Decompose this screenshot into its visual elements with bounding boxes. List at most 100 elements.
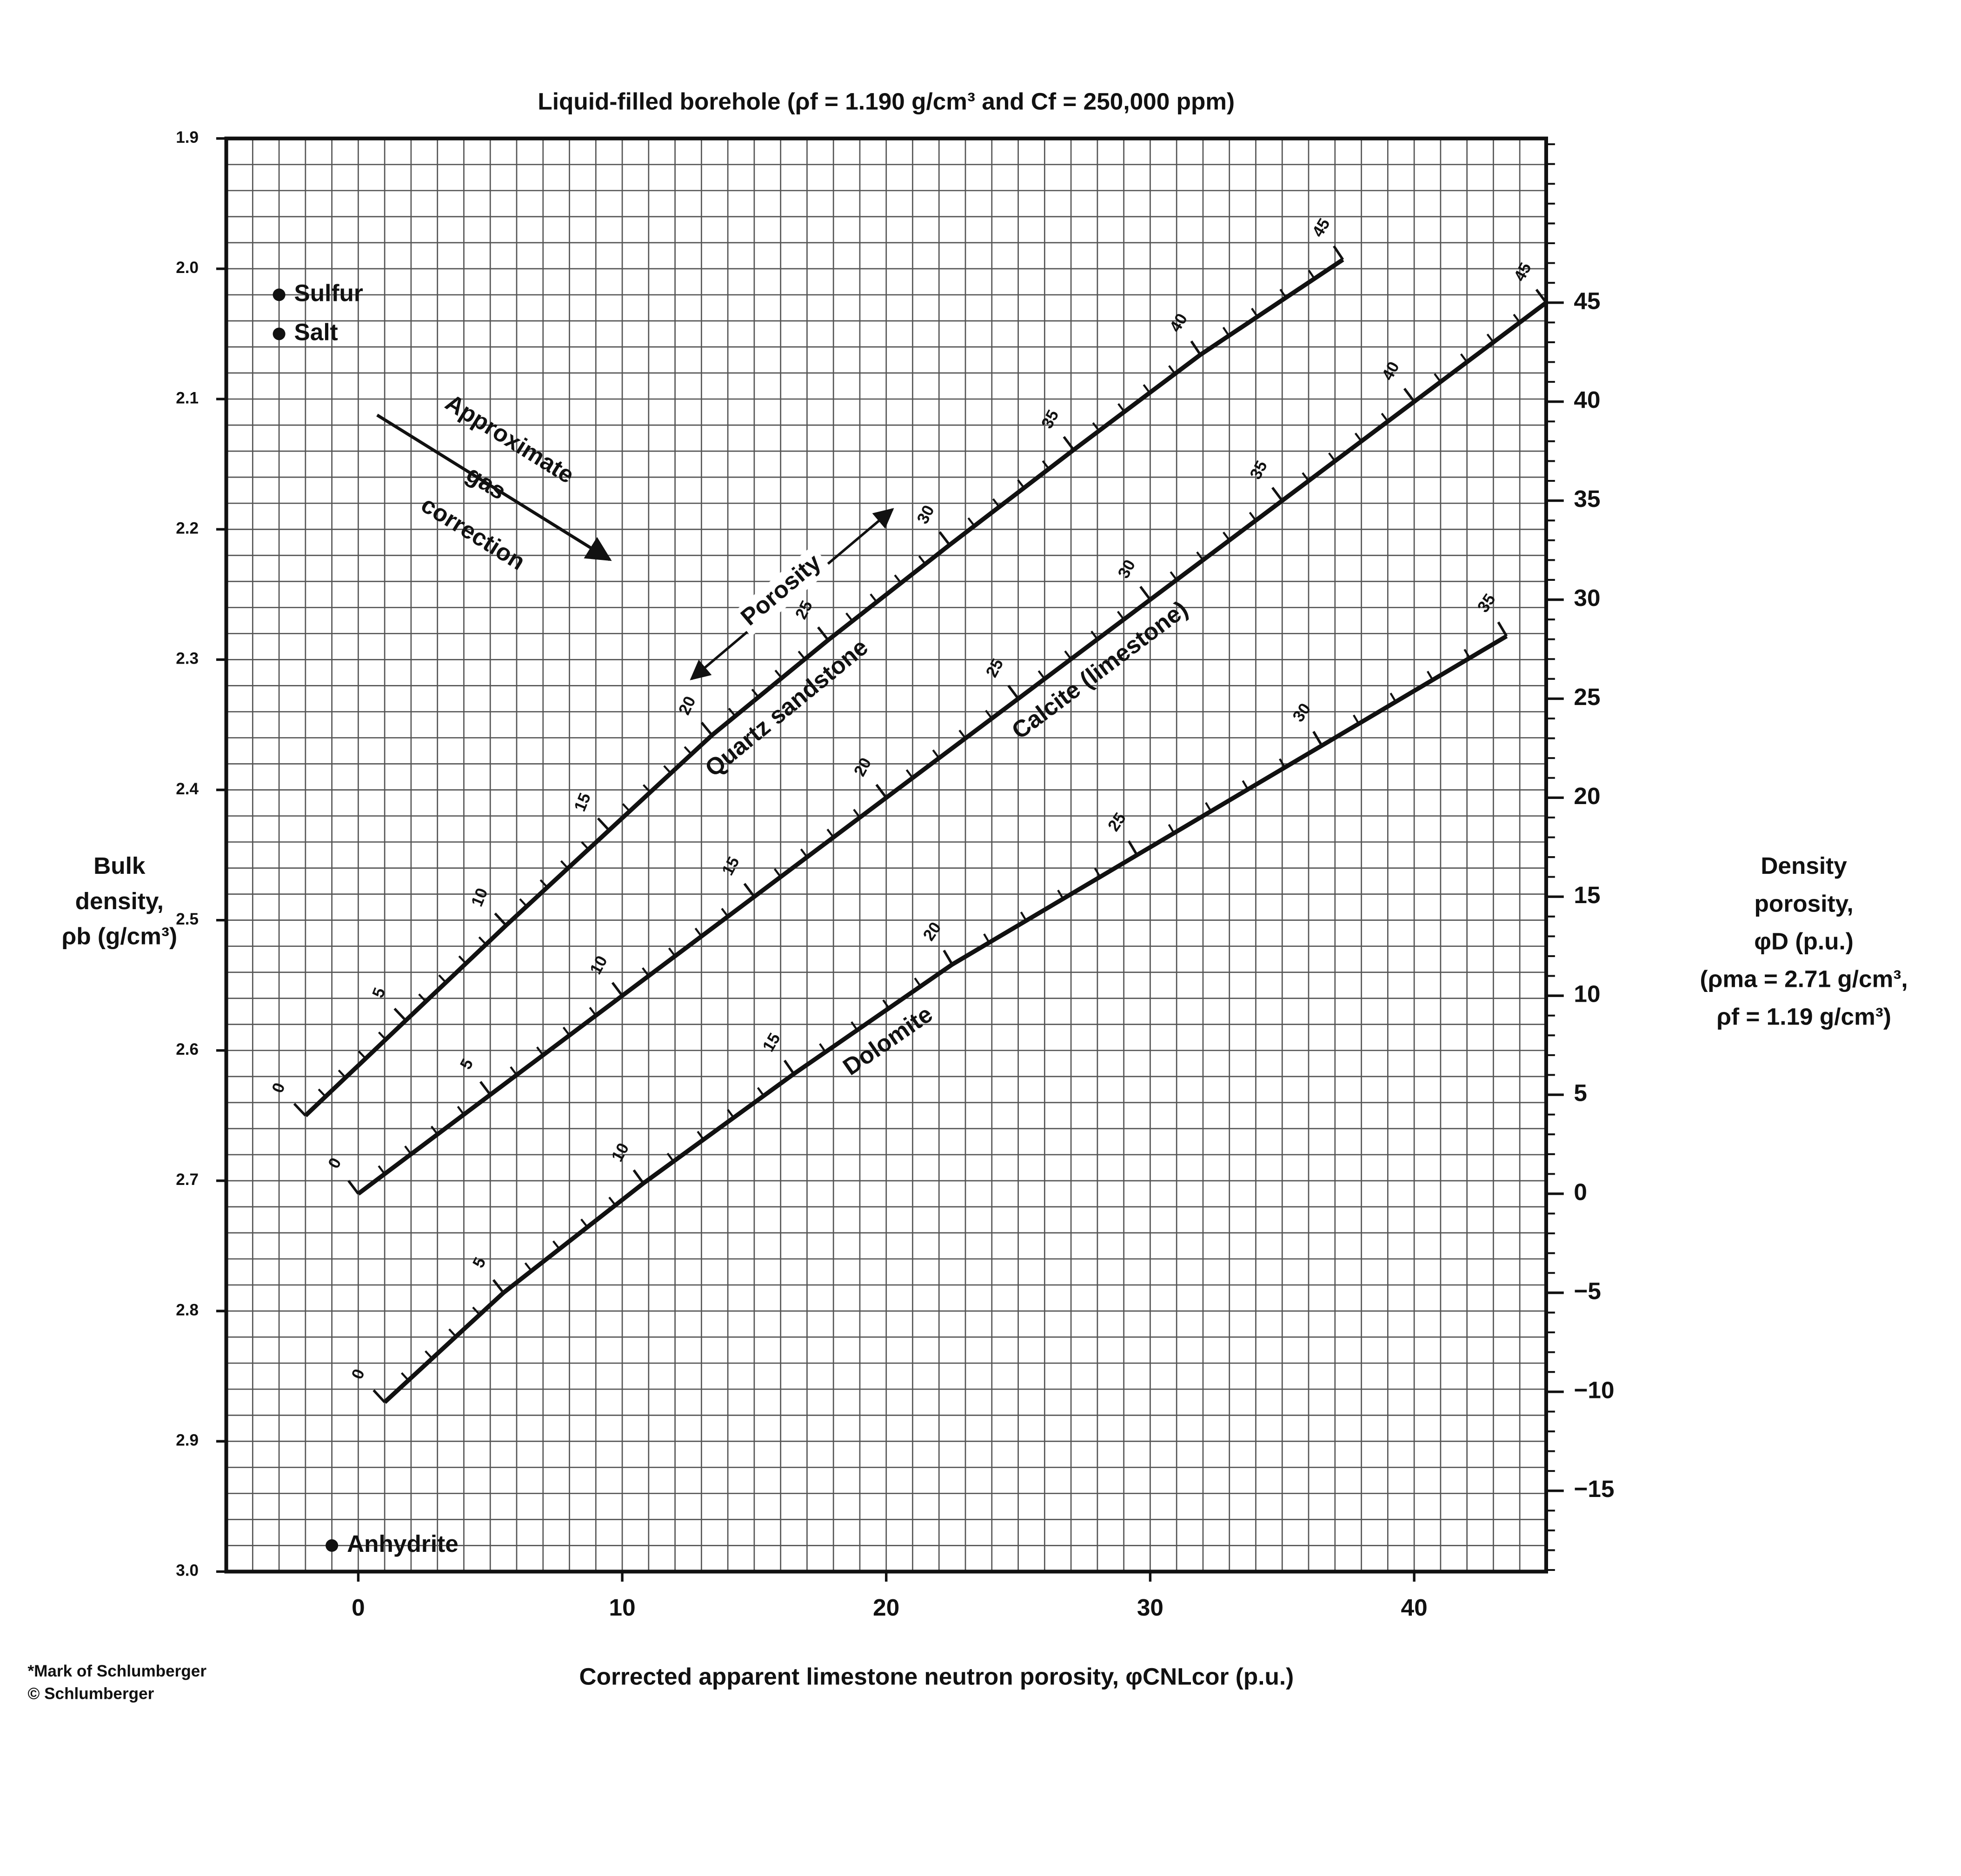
porosity-minor-tick <box>1090 631 1098 640</box>
porosity-minor-tick <box>1279 288 1287 299</box>
porosity-minor-tick <box>1170 571 1177 581</box>
porosity-minor-tick <box>853 809 861 818</box>
lithology-line <box>304 258 1344 1118</box>
lithology-line <box>383 634 1508 1404</box>
y-tick-label: 1.9 <box>176 128 199 146</box>
x-tick-label: 30 <box>1137 1594 1163 1621</box>
porosity-tick <box>479 1081 492 1096</box>
porosity-minor-tick <box>581 841 590 850</box>
porosity-minor-tick <box>524 1262 532 1272</box>
porosity-minor-tick <box>826 828 834 838</box>
y-axis-label: ρb (g/cm³) <box>61 923 177 950</box>
y-tick-label: 2.8 <box>176 1301 199 1319</box>
porosity-minor-tick <box>905 769 914 779</box>
porosity-minor-tick <box>401 1372 409 1381</box>
mineral-label: Salt <box>294 319 338 346</box>
y-tick-label: 2.7 <box>176 1171 199 1189</box>
y-tick-label: 2.2 <box>176 519 199 537</box>
porosity-tick <box>875 784 887 798</box>
porosity-minor-tick <box>1117 611 1125 620</box>
y-tick-label: 2.6 <box>176 1040 199 1058</box>
porosity-minor-tick <box>985 710 993 719</box>
porosity-tick <box>1333 245 1344 260</box>
porosity-minor-tick <box>1389 692 1397 703</box>
y2-axis-label: ρf = 1.19 g/cm³) <box>1716 1004 1891 1030</box>
porosity-minor-tick <box>918 555 926 565</box>
y-tick-label: 3.0 <box>176 1562 199 1580</box>
porosity-tick <box>1497 621 1508 637</box>
porosity-minor-tick <box>378 1165 386 1175</box>
y2-axis-label: porosity, <box>1755 890 1854 917</box>
porosity-minor-tick <box>1251 307 1258 318</box>
y2-tick-label: 15 <box>1574 882 1600 908</box>
porosity-minor-tick <box>727 1109 735 1118</box>
porosity-tick <box>611 982 624 997</box>
porosity-minor-tick <box>642 784 651 793</box>
porosity-tick <box>1007 685 1019 700</box>
porosity-tick <box>943 950 954 965</box>
porosity-minor-tick <box>882 999 890 1009</box>
porosity-minor-tick <box>1426 671 1434 681</box>
porosity-tick <box>293 1103 306 1117</box>
porosity-minor-tick <box>562 1026 571 1036</box>
y2-axis-label: φD (p.u.) <box>1754 928 1854 954</box>
porosity-minor-tick <box>457 1106 465 1115</box>
porosity-arrow-bg <box>731 545 832 637</box>
y2-tick-label: −15 <box>1574 1476 1614 1502</box>
porosity-minor-tick <box>1037 670 1046 680</box>
porosity-minor-tick <box>800 848 808 858</box>
porosity-minor-tick <box>721 908 729 918</box>
porosity-tick <box>743 883 756 898</box>
porosity-minor-tick <box>642 967 650 977</box>
porosity-minor-tick <box>773 868 782 878</box>
porosity-minor-tick <box>668 947 676 957</box>
porosity-minor-tick <box>560 860 569 869</box>
porosity-minor-tick <box>318 1088 326 1098</box>
porosity-minor-tick <box>728 707 736 717</box>
porosity-tick <box>783 1059 795 1075</box>
porosity-minor-tick <box>1017 479 1025 489</box>
y-tick-label: 2.0 <box>176 259 199 277</box>
mineral-point <box>326 1539 339 1552</box>
porosity-tick <box>1127 840 1138 856</box>
porosity-minor-tick <box>580 1218 588 1228</box>
porosity-minor-tick <box>1094 867 1101 878</box>
porosity-tick <box>597 817 610 832</box>
footnote: *Mark of Schlumberger <box>27 1662 206 1680</box>
y-tick-label: 2.5 <box>176 910 199 928</box>
y2-tick-label: 20 <box>1574 783 1600 809</box>
porosity-minor-tick <box>1434 373 1442 383</box>
porosity-minor-tick <box>458 955 467 965</box>
porosity-minor-tick <box>1168 824 1175 834</box>
porosity-minor-tick <box>431 1125 439 1135</box>
porosity-tick <box>1271 486 1283 502</box>
porosity-minor-tick <box>1302 472 1310 482</box>
porosity-tick <box>347 1180 359 1195</box>
porosity-minor-tick <box>1143 384 1151 393</box>
porosity-minor-tick <box>1460 353 1468 363</box>
porosity-minor-tick <box>684 746 692 755</box>
porosity-minor-tick <box>757 1087 765 1097</box>
porosity-minor-tick <box>1381 412 1389 422</box>
porosity-tick <box>1535 289 1548 304</box>
porosity-minor-tick <box>1354 432 1363 442</box>
porosity-minor-tick <box>1513 313 1521 323</box>
porosity-minor-tick <box>1463 649 1471 659</box>
porosity-minor-tick <box>1168 365 1176 375</box>
porosity-minor-tick <box>1328 452 1336 462</box>
porosity-tick <box>1403 387 1416 403</box>
y2-tick-label: 0 <box>1574 1179 1587 1205</box>
y2-tick-label: 5 <box>1574 1080 1587 1106</box>
porosity-tick <box>372 1389 386 1404</box>
porosity-minor-tick <box>697 1131 705 1140</box>
porosity-tick <box>393 1008 407 1022</box>
x-tick-label: 20 <box>873 1594 899 1621</box>
y-axis-label: density, <box>75 888 164 914</box>
y-axis-label: Bulk <box>93 852 146 879</box>
porosity-minor-tick <box>438 974 447 984</box>
porosity-tick <box>492 1279 505 1294</box>
porosity-minor-tick <box>1486 333 1495 343</box>
porosity-minor-tick <box>418 993 427 1002</box>
y2-tick-label: 35 <box>1574 486 1600 512</box>
